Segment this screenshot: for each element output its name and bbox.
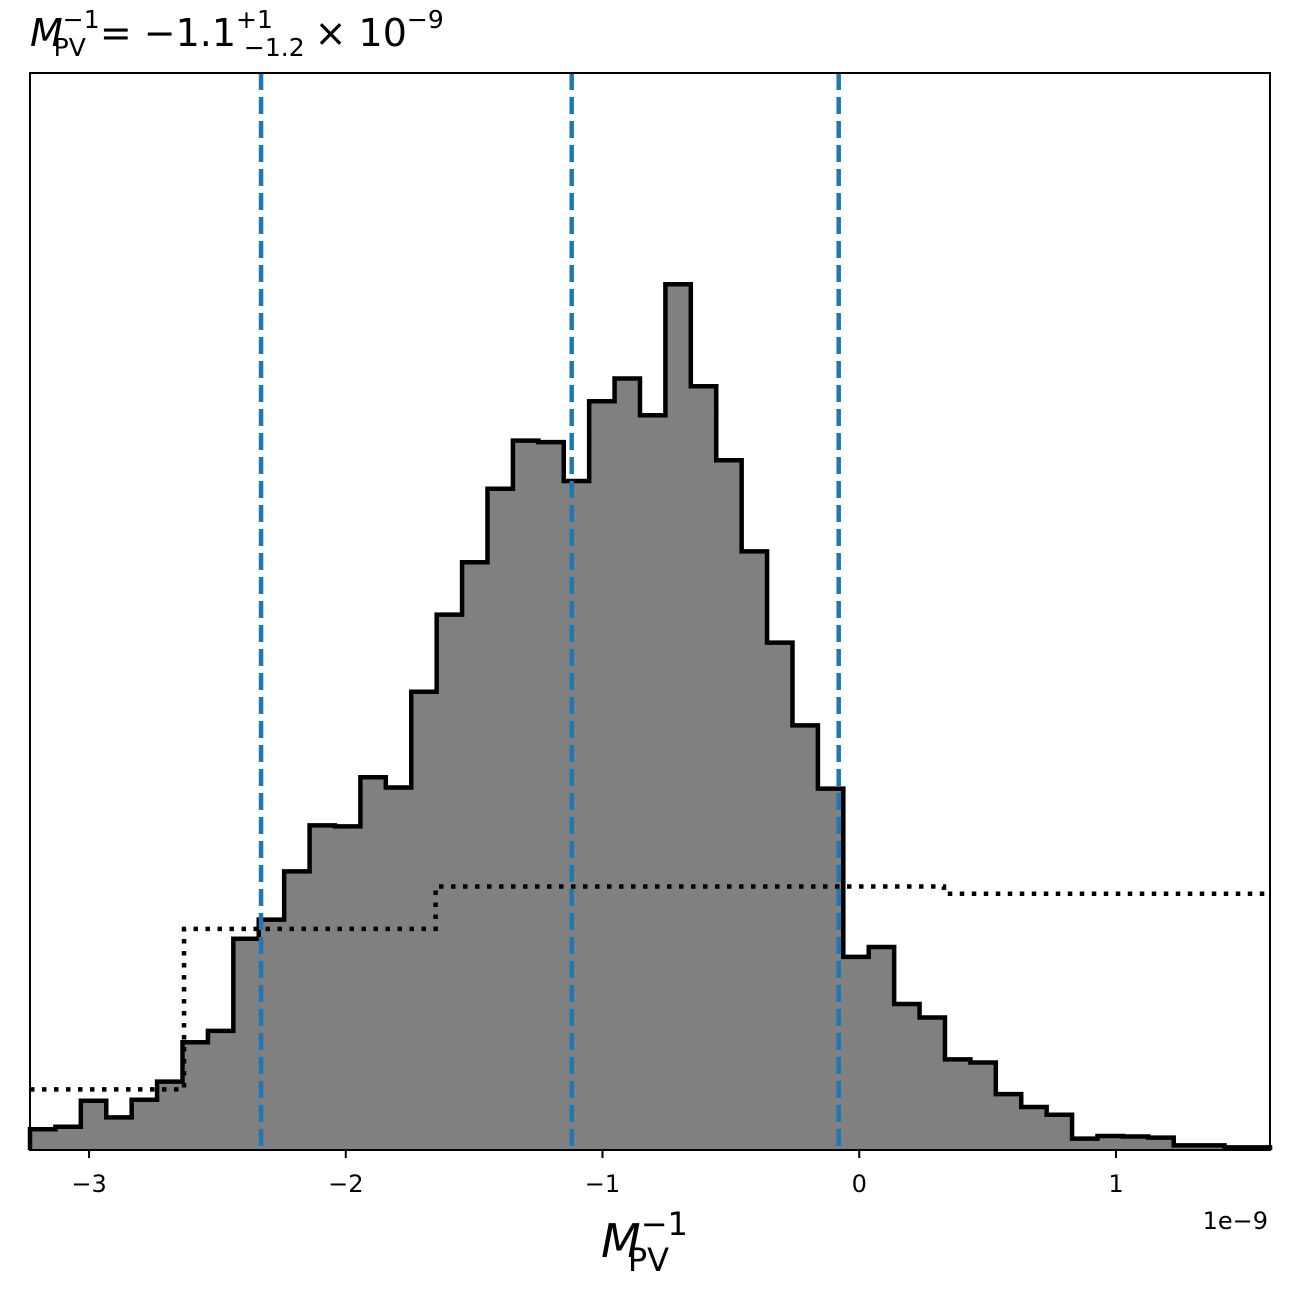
histogram-bar [233,938,260,1150]
x-tick-label: −3 [71,1170,106,1198]
histogram-bar [944,1059,971,1150]
histogram-bar [462,562,489,1150]
histogram-bar [665,284,692,1150]
histogram-bar [843,956,870,1150]
histogram-bar [589,401,616,1150]
title-exponent: −9 [407,5,444,34]
histogram-bar [436,614,463,1150]
histogram-bar [995,1094,1022,1150]
x-axis-ticks: −3 −2 −1 0 1 [71,1150,1124,1198]
x-label-sup: −1 [641,1205,688,1243]
histogram-bar [106,1117,133,1150]
histogram-bar [360,777,387,1150]
x-axis-offset-label: 1e−9 [1203,1207,1268,1235]
title-symbol-sub: PV [54,33,86,62]
histogram-bar [1046,1114,1073,1150]
histogram-series [27,282,1273,1150]
x-tick-label: 1 [1108,1170,1123,1198]
x-label-sub: PV [628,1241,669,1279]
title-symbol: M [30,11,63,55]
histogram-bar [182,1042,209,1150]
histogram-bar [131,1099,158,1150]
histogram-bar [563,481,590,1150]
histogram-bar [1173,1145,1200,1150]
histogram-bar [512,440,539,1150]
prior-step-line [30,884,1270,1092]
histogram-bar [284,871,311,1150]
histogram-bar [385,787,412,1150]
histogram-bar [334,826,362,1150]
histogram-bar [1072,1138,1099,1150]
histogram-bar [55,1126,82,1150]
title-upper-error: +1 [236,5,273,34]
histogram-bar [80,1100,107,1150]
histogram-bar [767,642,794,1150]
histogram-bar [538,442,565,1150]
histogram-bar [207,1030,234,1150]
plot-frame [29,72,1271,1151]
x-tick-label: −2 [328,1170,363,1198]
histogram-bar [1097,1136,1124,1150]
quantile-lines [258,73,841,1150]
histogram-outline [27,282,1273,1150]
histogram-bar [716,460,743,1150]
histogram-bar [970,1062,997,1150]
histogram-bar [741,551,768,1150]
histogram-bar [157,1081,184,1150]
histogram-bar [1021,1107,1048,1150]
x-tick-label: −1 [585,1170,620,1198]
title-symbol-sup: −1 [63,5,100,34]
histogram-bar [919,1017,946,1150]
histogram-bar [894,1003,921,1150]
histogram-bar [487,488,514,1150]
histogram-bar [792,725,819,1150]
histogram-bar [1199,1145,1226,1150]
x-label-symbol: M [601,1214,641,1268]
histogram-bar [1122,1136,1149,1150]
x-tick-label: 0 [852,1170,867,1198]
histogram-bar [309,825,336,1150]
histogram-bar [30,1129,57,1150]
title-times: × 10 [315,11,407,55]
histogram-bar [868,947,895,1150]
chart-title: M−1 PV = −1.1+1 −1.2 × 10−9 [30,5,444,62]
histogram-bar [639,415,667,1150]
histogram-bar [411,691,438,1150]
histogram-bar [690,386,717,1150]
x-axis-label: M−1 PV [601,1205,688,1279]
title-median: = −1.1 [100,11,236,55]
prior-series [30,884,1270,1092]
histogram-bar [1148,1137,1175,1150]
title-lower-error: −1.2 [244,33,305,62]
histogram-bar [614,378,641,1150]
